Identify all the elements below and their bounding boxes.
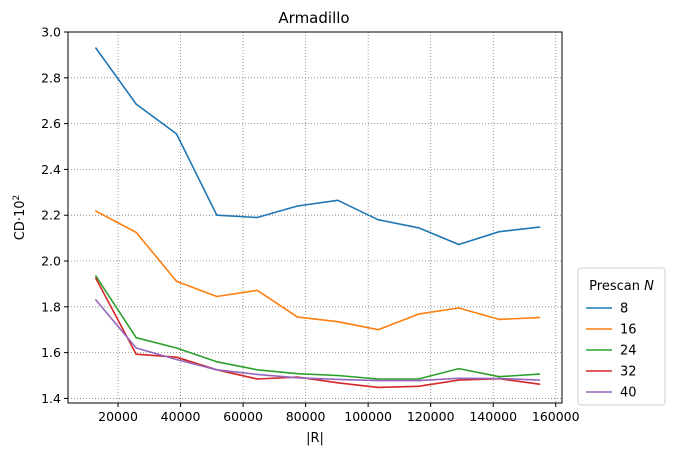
series-16-point [296,316,299,318]
legend-label-24: 24 [620,344,637,359]
series-layer [95,47,541,389]
y-axis-title: CD·102 [12,195,28,241]
series-8-point [377,218,379,221]
x-axis: 20000 40000 60000 80000 100000 120000 140000 16… [98,403,580,424]
series-40-point [377,379,379,382]
series-40-point [175,358,178,361]
legend-label-16: 16 [620,323,637,338]
y-axis-title-exponent: 2 [12,195,22,201]
legend-label-8: 8 [620,302,628,317]
grid [68,31,562,403]
series-32-point [175,356,178,358]
y-tick-label: 2.4 [41,162,61,177]
legend-title: Prescan N [589,279,654,294]
series-8-point [458,243,460,246]
series-24-point [377,378,379,380]
series-32-point [377,386,379,389]
y-tick-label: 2.2 [41,208,61,223]
series-24-point [498,375,500,378]
series-16-point [337,320,339,323]
series-32-point [337,382,339,384]
series-24-point [216,360,218,363]
series-line-40 [95,299,540,382]
series-line-16 [95,210,540,331]
series-40-point [296,377,299,379]
x-tick-label: 140000 [469,409,517,424]
series-40-point [337,378,339,381]
y-tick-label: 1.6 [41,345,61,360]
y-tick-label: 1.8 [41,299,61,314]
series-8-point [337,199,339,202]
series-32-point [458,379,460,381]
legend-label-40: 40 [620,386,637,401]
series-32-point [538,383,541,386]
series-16-point [498,318,500,321]
series-8-point [256,216,258,219]
legend-title-variable: N [644,279,654,294]
plot-frame [67,31,563,404]
series-40-point [458,377,460,380]
x-tick-label: 160000 [532,409,580,424]
x-tick-label: 60000 [223,409,263,424]
series-16-point [538,316,541,319]
y-tick-label: 2.6 [41,116,61,131]
series-8-point [538,226,541,228]
series-40-point [216,368,218,371]
x-tick-label: 100000 [344,409,392,424]
series-16-point [256,289,258,292]
y-axis: 1.4 1.6 1.8 2.0 2.2 2.4 2.6 2.8 3.0 [41,25,68,406]
series-40-point [417,379,420,382]
y-tick-label: 1.4 [41,391,61,406]
x-tick-label: 80000 [286,409,326,424]
x-tick-label: 120000 [407,409,455,424]
series-8-point [498,230,500,233]
series-24-point [135,336,137,339]
y-tick-label: 2.0 [41,254,61,269]
series-16-point [377,328,379,331]
series-40-point [256,373,258,376]
series-40-point [95,299,97,301]
series-16-point [216,295,218,298]
chart-title: Armadillo [278,9,349,27]
legend-label-32: 32 [620,365,637,380]
series-8-point [175,133,178,135]
series-24-point [296,372,299,375]
series-32-point [135,353,137,356]
series-40-point [135,347,137,349]
series-line-32 [95,277,540,389]
x-tick-label: 40000 [161,409,201,424]
x-axis-title: |R| [306,431,324,446]
series-24-point [175,347,178,349]
series-24-point [417,378,420,380]
series-line-24 [95,275,540,380]
series-40-point [498,377,500,380]
series-24-point [256,368,258,371]
series-16-point [135,231,137,234]
series-16-point [417,313,420,315]
series-16-point [458,307,460,309]
series-8-point [216,214,218,217]
series-24-point [458,367,460,370]
series-24-point [538,373,541,375]
series-32-point [417,385,420,388]
series-32-point [256,378,258,380]
x-tick-label: 20000 [98,409,138,424]
y-tick-label: 2.8 [41,70,61,85]
series-8-point [135,103,137,105]
series-16-point [95,210,97,212]
series-24-point [95,275,97,277]
series-24-point [337,374,339,377]
legend-title-text: Prescan [589,279,644,294]
legend: Prescan N 8 16 24 32 40 [577,267,666,406]
series-16-point [175,280,178,282]
y-tick-label: 3.0 [41,25,61,40]
series-40-point [538,379,541,381]
y-axis-title-main: CD·10 [13,200,28,240]
series-line-8 [95,47,540,246]
series-32-point [95,277,97,279]
series-8-point [296,205,299,207]
series-8-point [95,47,97,49]
series-8-point [417,227,420,229]
